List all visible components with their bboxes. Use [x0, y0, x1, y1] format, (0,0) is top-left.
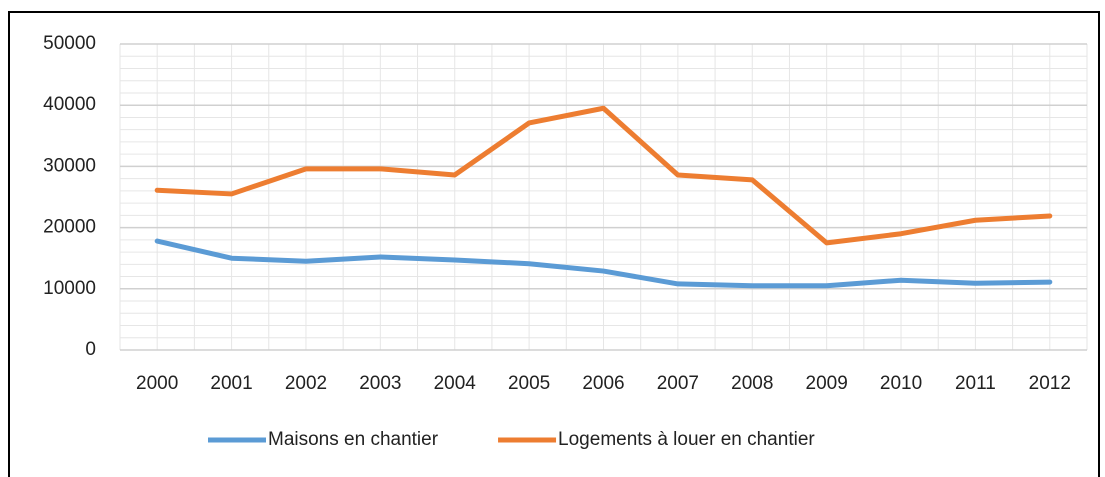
y-tick-label: 50000 [43, 33, 96, 54]
line-series [154, 238, 1053, 289]
y-tick-label: 40000 [43, 94, 96, 115]
x-tick-label: 2007 [657, 373, 699, 394]
line-series [154, 105, 1053, 246]
y-tick-label: 0 [85, 339, 96, 360]
x-tick-label: 2001 [210, 373, 252, 394]
x-tick-label: 2012 [1029, 373, 1071, 394]
x-tick-label: 2002 [285, 373, 327, 394]
x-tick-label: 2011 [955, 373, 996, 394]
x-tick-label: 2005 [508, 373, 550, 394]
y-tick-label: 30000 [43, 155, 96, 176]
x-tick-label: 2009 [806, 373, 848, 394]
x-tick-label: 2006 [582, 373, 624, 394]
x-tick-label: 2004 [434, 373, 477, 394]
legend-label: Logements à louer en chantier [558, 429, 815, 450]
x-tick-label: 2010 [880, 373, 922, 394]
y-tick-label: 10000 [43, 278, 96, 299]
y-tick-label: 20000 [43, 217, 96, 238]
chart-frame [8, 11, 1100, 477]
x-tick-label: 2000 [136, 373, 178, 394]
x-tick-label: 2008 [731, 373, 773, 394]
x-tick-label: 2003 [359, 373, 401, 394]
legend-label: Maisons en chantier [268, 429, 439, 450]
